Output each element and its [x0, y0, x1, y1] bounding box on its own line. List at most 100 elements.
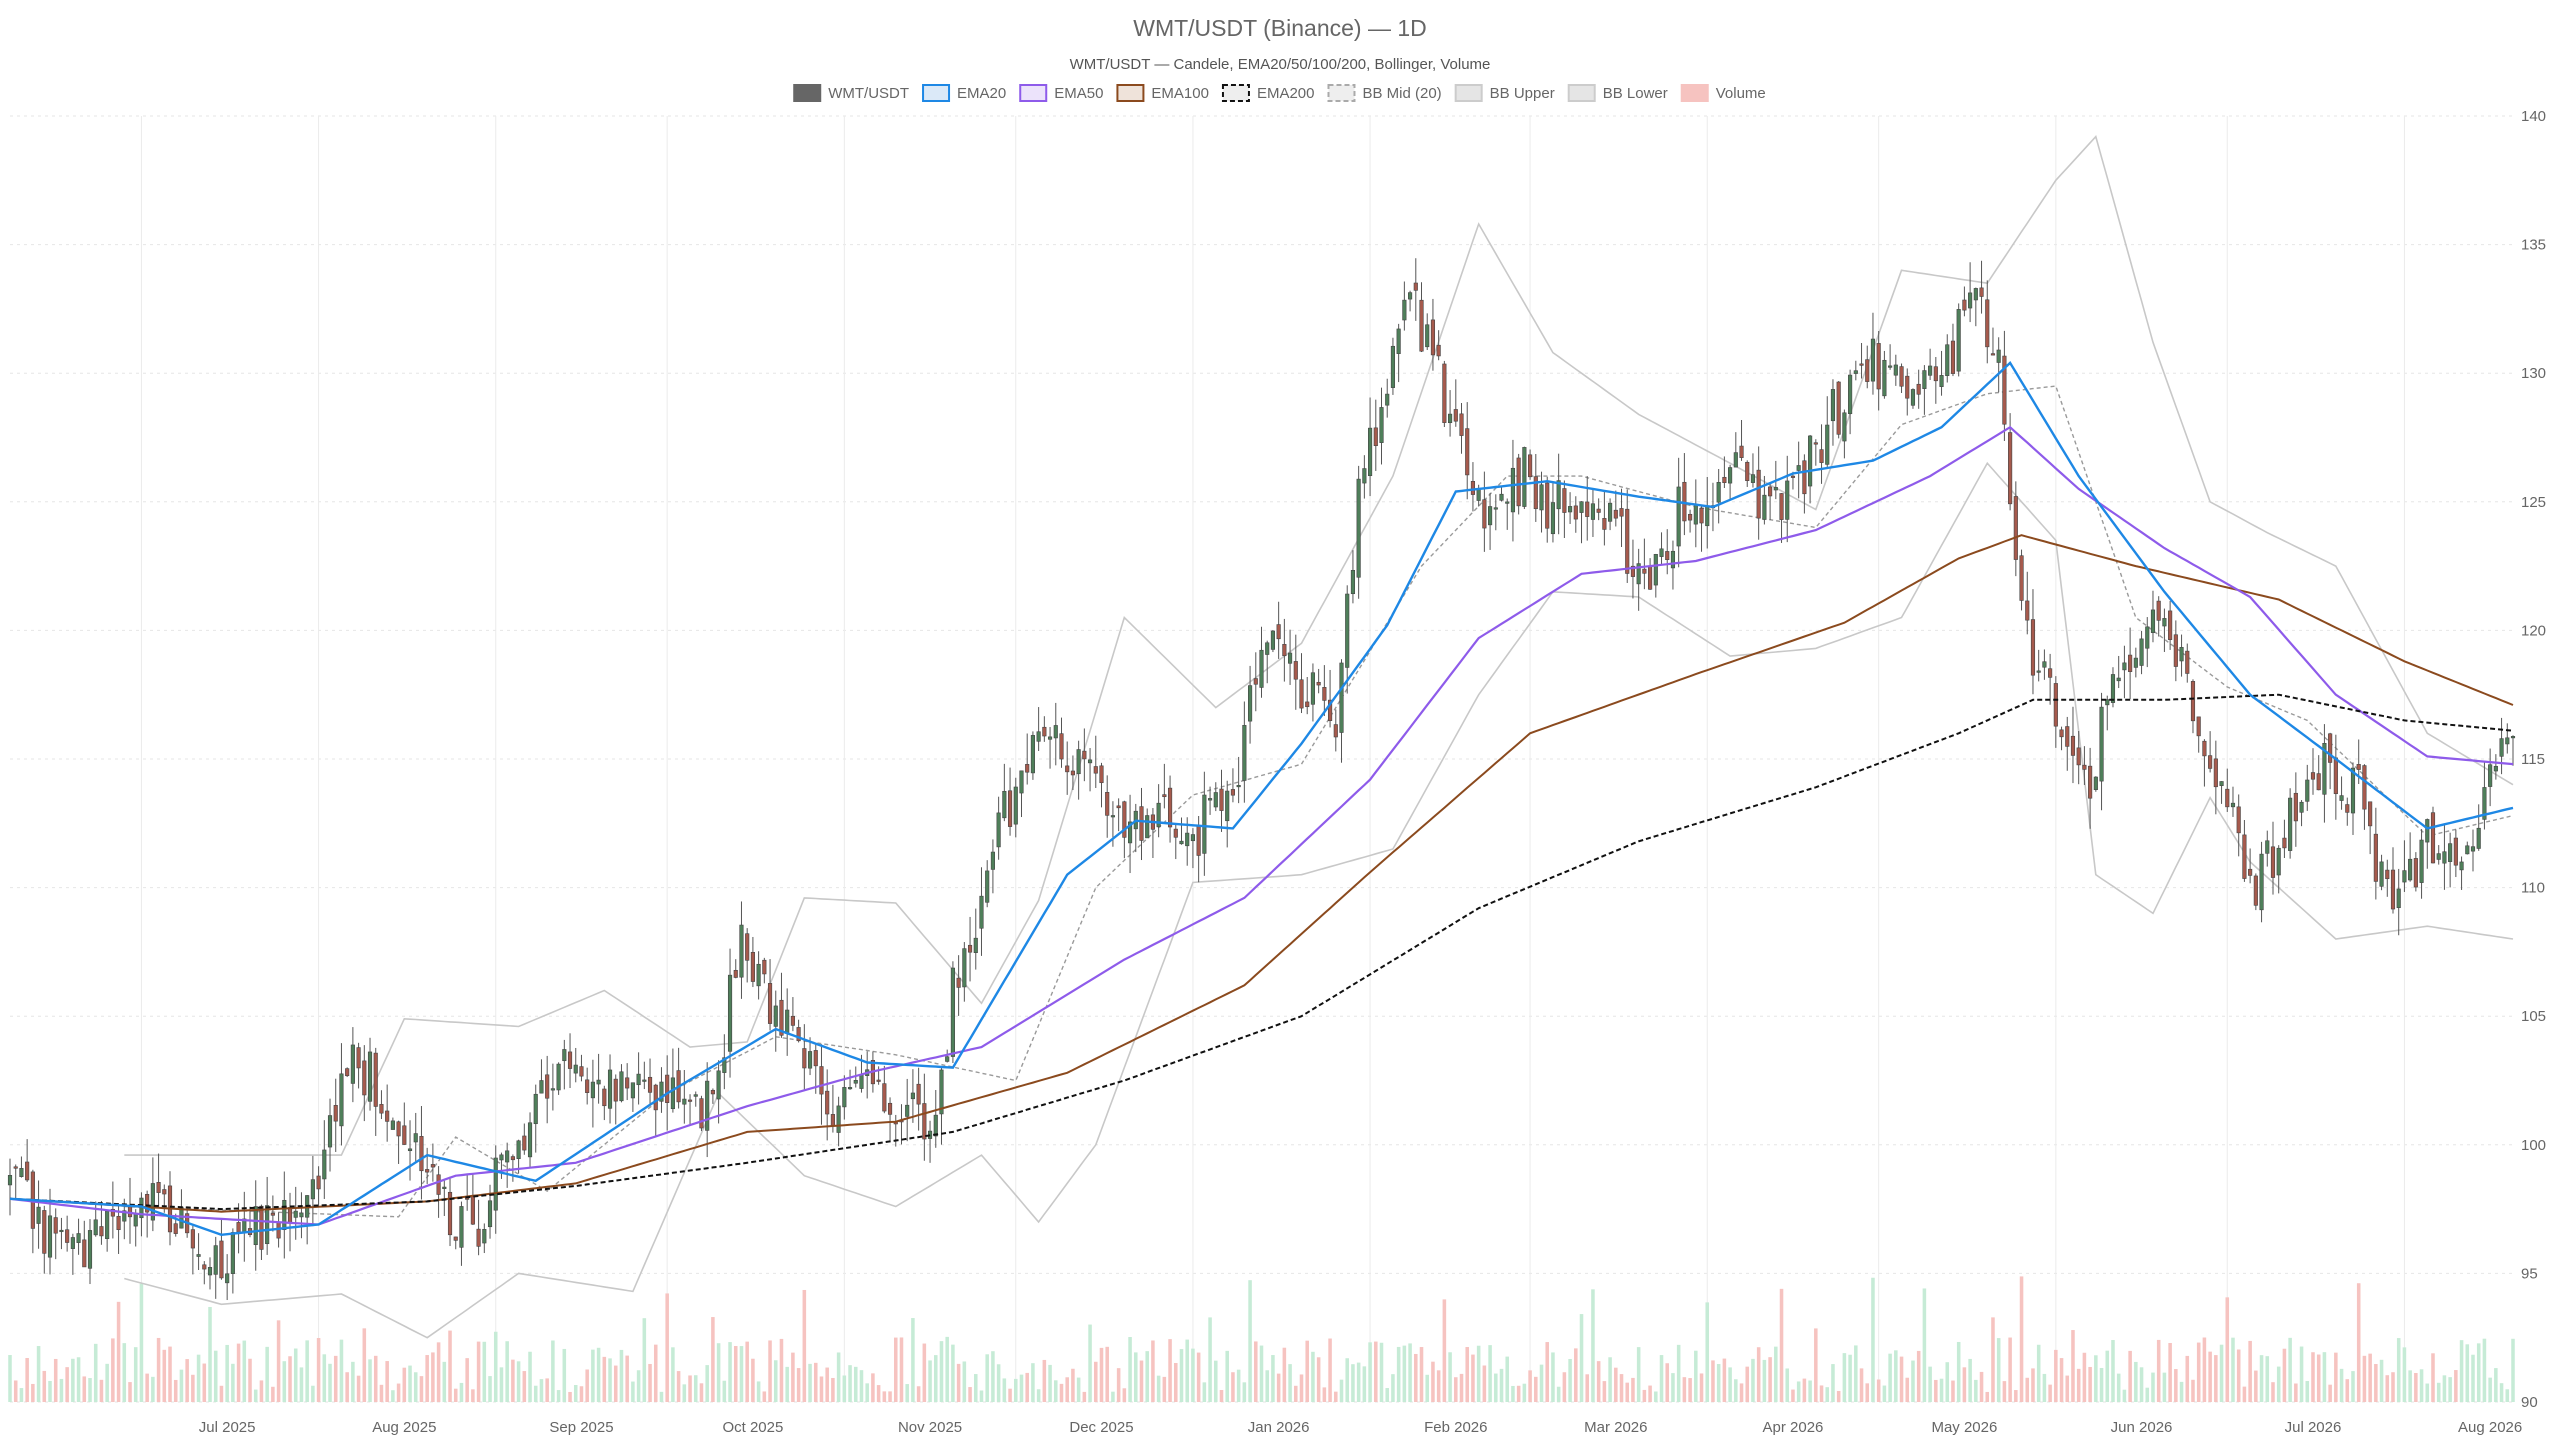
candle [625, 1063, 630, 1101]
candle-body [996, 812, 1001, 848]
volume-bar [1534, 1376, 1538, 1402]
candle [522, 1123, 527, 1155]
candle-body [1939, 375, 1944, 387]
candle-body [2453, 837, 2458, 866]
volume-bar [1796, 1381, 1801, 1402]
candle [105, 1210, 110, 1252]
candle [2168, 600, 2173, 650]
volume-bar [933, 1355, 938, 1402]
volume-bar [1951, 1380, 1955, 1402]
legend-label: Volume [1716, 85, 1766, 102]
candle [1762, 475, 1767, 525]
candle-body [1390, 345, 1396, 388]
candle-body [647, 1076, 653, 1093]
candle [82, 1220, 87, 1268]
volume-bar [442, 1361, 447, 1402]
legend-label: BB Lower [1603, 85, 1668, 102]
volume-bar [945, 1336, 949, 1402]
candle-body [985, 870, 990, 903]
candle [1345, 585, 1350, 694]
candle [2008, 413, 2013, 511]
volume-bar [2505, 1389, 2510, 1402]
candle-body [2328, 733, 2333, 763]
candle [2436, 845, 2441, 865]
volume-bar [1471, 1354, 1475, 1402]
candle-body [413, 1133, 418, 1143]
volume-bar [1202, 1382, 1207, 1402]
volume-bar [2459, 1340, 2464, 1402]
volume-bar [2379, 1359, 2384, 1402]
volume-bar [905, 1384, 909, 1402]
candle-body [2385, 869, 2390, 880]
candle [2282, 819, 2287, 859]
y-tick-label: 110 [2521, 880, 2545, 897]
volume-bar [911, 1318, 915, 1402]
volume-bar [556, 1390, 561, 1402]
volume-bar [2271, 1382, 2275, 1402]
candle-body [287, 1207, 293, 1223]
candle-body [1265, 642, 1270, 655]
volume-bar [71, 1358, 75, 1402]
candle [1722, 456, 1727, 489]
volume-bar [2014, 1390, 2018, 1402]
volume-bar [2071, 1330, 2075, 1402]
volume-bar [133, 1347, 138, 1402]
candle [1093, 735, 1098, 788]
candle [2110, 667, 2116, 708]
volume-bar [951, 1344, 955, 1402]
y-tick-label: 100 [2521, 1137, 2546, 1154]
volume-bar [128, 1382, 132, 1402]
candle-body [299, 1212, 304, 1218]
candle-body [1453, 409, 1458, 422]
volume-bar [76, 1357, 81, 1402]
volume-bar [271, 1386, 275, 1402]
candle [390, 1117, 395, 1130]
volume-bar [1265, 1370, 1269, 1402]
volume-bar [2471, 1354, 2475, 1402]
candle-body [1762, 494, 1767, 520]
candle-body [2305, 779, 2310, 802]
volume-bar [762, 1391, 767, 1402]
candle [242, 1191, 247, 1262]
volume-bar [1042, 1359, 1047, 1402]
volume-bar [236, 1343, 241, 1402]
candle [1087, 748, 1093, 792]
volume-bar [659, 1391, 664, 1402]
volume-bar [1139, 1360, 1144, 1402]
candle [1848, 369, 1853, 435]
candle-body [630, 1082, 635, 1099]
volume-bar [1876, 1379, 1881, 1402]
volume-bar [2425, 1383, 2430, 1402]
candle [1533, 454, 1538, 522]
volume-bar [2002, 1381, 2007, 1402]
volume-bar [2356, 1283, 2361, 1402]
candle [367, 1037, 373, 1111]
volume-bar [916, 1386, 921, 1402]
candle [2219, 781, 2224, 804]
candle-body [567, 1051, 573, 1069]
candle-body [2208, 755, 2213, 769]
candle-body [190, 1229, 195, 1249]
candle [2276, 845, 2281, 894]
candle-body [613, 1078, 618, 1102]
candle-body [2253, 875, 2258, 906]
candle [470, 1173, 475, 1225]
candle [1716, 469, 1721, 524]
candle-body [259, 1205, 264, 1250]
candle [430, 1143, 435, 1182]
candle-body [436, 1174, 441, 1195]
volume-bar [1916, 1350, 1921, 1402]
candle-body [859, 1074, 864, 1089]
volume-bar [225, 1344, 229, 1402]
candle-body [1493, 507, 1498, 510]
volume-bar [2385, 1375, 2390, 1402]
candle [1247, 665, 1253, 744]
volume-bar [391, 1390, 395, 1402]
volume-bar [1019, 1374, 1024, 1402]
candle [682, 1069, 687, 1124]
volume-bar [2282, 1348, 2287, 1402]
y-tick-label: 135 [2521, 237, 2546, 254]
candle-body [2173, 634, 2178, 667]
candle [1568, 492, 1573, 524]
candle [436, 1166, 441, 1218]
